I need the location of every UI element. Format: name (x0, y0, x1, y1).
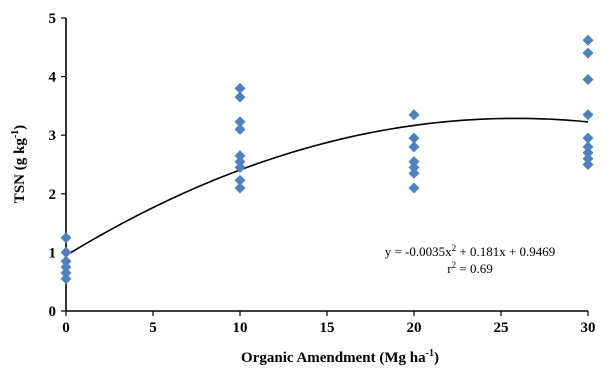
data-point (60, 261, 72, 273)
y-tick-label: 4 (49, 70, 57, 86)
y-axis-title: TSN (g kg-1) (10, 125, 28, 203)
x-tick-label: 0 (62, 320, 70, 336)
x-tick-label: 30 (581, 320, 596, 336)
data-point (234, 91, 246, 103)
data-point (60, 246, 72, 258)
x-tick-label: 25 (494, 320, 509, 336)
data-point (582, 141, 594, 153)
data-point (234, 161, 246, 173)
x-axis-title: Organic Amendment (Mg ha-1) (241, 348, 439, 366)
data-point (582, 132, 594, 144)
x-tick-label: 15 (320, 320, 335, 336)
x-tick-label: 5 (149, 320, 157, 336)
trendline-r-squared: r2 = 0.69 (447, 260, 492, 276)
y-tick-label: 3 (49, 128, 57, 144)
data-point (408, 156, 420, 168)
data-point (234, 116, 246, 128)
y-tick-label: 5 (49, 11, 57, 27)
data-point (234, 82, 246, 94)
y-tick-label: 0 (49, 304, 57, 320)
data-point (582, 159, 594, 170)
data-point (408, 141, 420, 153)
axes (65, 18, 588, 312)
data-point (60, 273, 72, 285)
data-point (408, 109, 420, 121)
data-point (582, 147, 594, 159)
data-point (582, 74, 594, 86)
data-point (582, 109, 594, 121)
x-tick-label: 10 (233, 320, 248, 336)
data-point (408, 161, 420, 173)
x-ticks: 0 5 10 15 20 25 30 (62, 311, 596, 336)
x-tick-label: 20 (407, 320, 422, 336)
y-tick-label: 2 (49, 187, 57, 203)
trendline-curve (65, 117, 589, 257)
data-point (408, 167, 420, 179)
data-point (60, 232, 72, 244)
data-point (234, 150, 246, 162)
trendline-equation: y = -0.0035x2 + 0.181x + 0.9469 (385, 243, 556, 259)
data-point (60, 267, 72, 279)
data-point (582, 34, 594, 46)
data-point (60, 255, 72, 267)
data-point (408, 182, 420, 194)
data-points (60, 34, 594, 285)
data-point (234, 123, 246, 135)
data-point (234, 174, 246, 186)
data-point (582, 47, 594, 59)
y-tick-label: 1 (49, 245, 57, 261)
data-point (582, 153, 594, 165)
data-point (234, 182, 246, 194)
data-point (408, 132, 420, 144)
data-point (234, 156, 246, 168)
